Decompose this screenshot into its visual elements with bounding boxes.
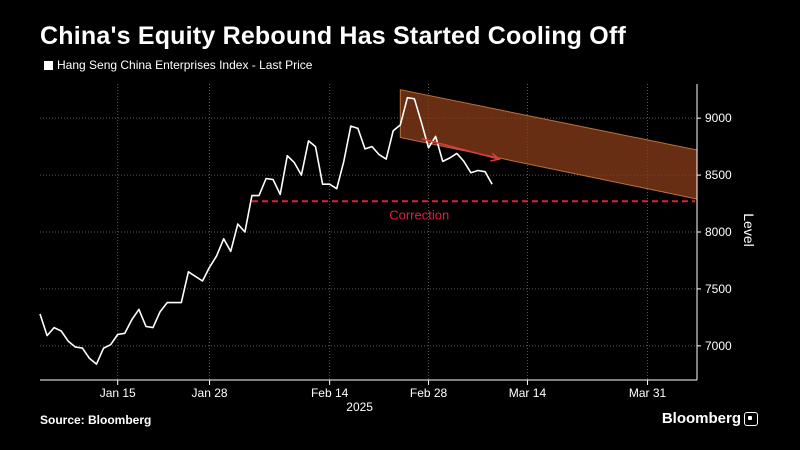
brand-text: Bloomberg: [661, 410, 741, 427]
annotation-layer: Correction: [251, 137, 695, 222]
trend-arrow-shaft: [421, 137, 500, 160]
x-tick-label: Feb 14: [311, 386, 349, 400]
y-tick-label: 8000: [705, 225, 732, 239]
legend-swatch: [44, 60, 53, 70]
y-tick-label: 7500: [705, 282, 732, 296]
chart-title: China's Equity Rebound Has Started Cooli…: [40, 22, 626, 50]
source-note: Source: Bloomberg: [40, 413, 152, 427]
brand-mark-icon: [744, 411, 758, 426]
x-tick-label: Mar 14: [509, 386, 547, 400]
trend-arrow-head: [490, 152, 501, 162]
legend-label: Hang Seng China Enterprises Index - Last…: [57, 58, 313, 72]
correction-label: Correction: [389, 207, 449, 222]
y-axis-title: Level: [741, 213, 757, 246]
x-tick-label: Jan 28: [192, 386, 228, 400]
x-tick-label: Mar 31: [629, 386, 667, 400]
grid-layer: [40, 84, 697, 380]
x-tick-label: Jan 15: [100, 386, 136, 400]
y-tick-label: 9000: [705, 111, 732, 125]
brand-logo: Bloomberg: [662, 410, 758, 427]
axis-layer: 7000 7500 8000 8500 9000 Jan 15 Jan 28 Feb 14 Fe…: [40, 84, 757, 414]
x-year-label: 2025: [346, 400, 373, 414]
legend: Hang Seng China Enterprises Index - Last…: [44, 58, 312, 72]
y-tick-label: 7000: [705, 339, 732, 353]
series-line: [39, 96, 493, 365]
x-tick-label: Feb 28: [410, 386, 448, 400]
series-layer: [39, 96, 493, 365]
y-tick-label: 8500: [705, 168, 732, 182]
